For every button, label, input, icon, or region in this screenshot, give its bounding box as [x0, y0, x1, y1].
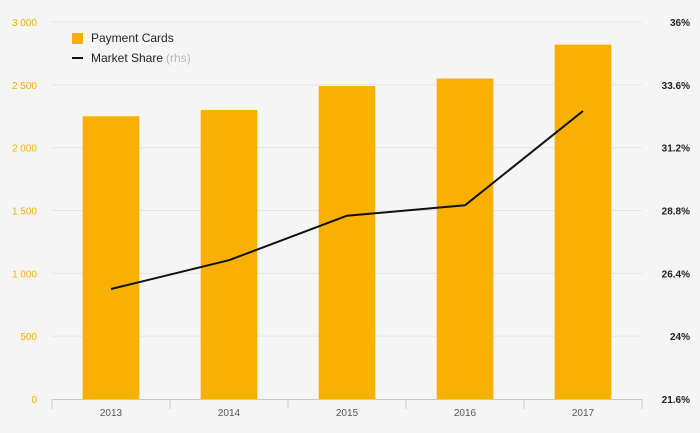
bar-payment-cards [318, 86, 376, 399]
right-axis-tick-label: 26.4% [662, 269, 690, 280]
x-axis-tick-label: 2013 [100, 408, 123, 419]
x-axis-tick-label: 2014 [218, 408, 241, 419]
right-axis-tick-label: 28.8% [662, 207, 690, 218]
x-axis-tick-label: 2016 [454, 408, 477, 419]
right-axis-tick-label: 33.6% [662, 81, 690, 92]
bar-payment-cards [554, 44, 612, 400]
legend-note-rhs: (rhs) [166, 51, 191, 65]
legend-item-payment-cards: Payment Cards [72, 28, 191, 48]
bar-payment-cards [200, 109, 258, 399]
legend-item-market-share: Market Share (rhs) [72, 48, 191, 68]
x-axis-tick-label: 2017 [572, 408, 595, 419]
right-axis-tick-label: 21.6% [662, 395, 690, 406]
legend: Payment Cards Market Share (rhs) [72, 28, 191, 68]
left-axis-tick-label: 0 [31, 395, 37, 406]
left-axis-tick-label: 1 000 [12, 269, 37, 280]
x-axis-tick-label: 2015 [336, 408, 359, 419]
legend-bar-swatch [72, 32, 83, 44]
line-market-share [110, 110, 584, 290]
left-axis-tick-label: 500 [20, 332, 37, 343]
legend-label-payment-cards: Payment Cards [91, 31, 174, 45]
left-axis-tick-label: 2 000 [12, 144, 37, 155]
right-axis-tick-label: 36% [670, 18, 690, 29]
legend-label-market-share: Market Share [91, 51, 164, 65]
right-axis-tick-label: 31.2% [662, 144, 690, 155]
bar-payment-cards [436, 78, 494, 400]
left-axis-tick-label: 1 500 [12, 207, 37, 218]
left-axis-tick-label: 2 500 [12, 81, 37, 92]
bar-payment-cards [82, 116, 140, 399]
right-axis-tick-label: 24% [670, 332, 690, 343]
legend-line-swatch [72, 57, 83, 59]
left-axis-tick-label: 3 000 [12, 18, 37, 29]
